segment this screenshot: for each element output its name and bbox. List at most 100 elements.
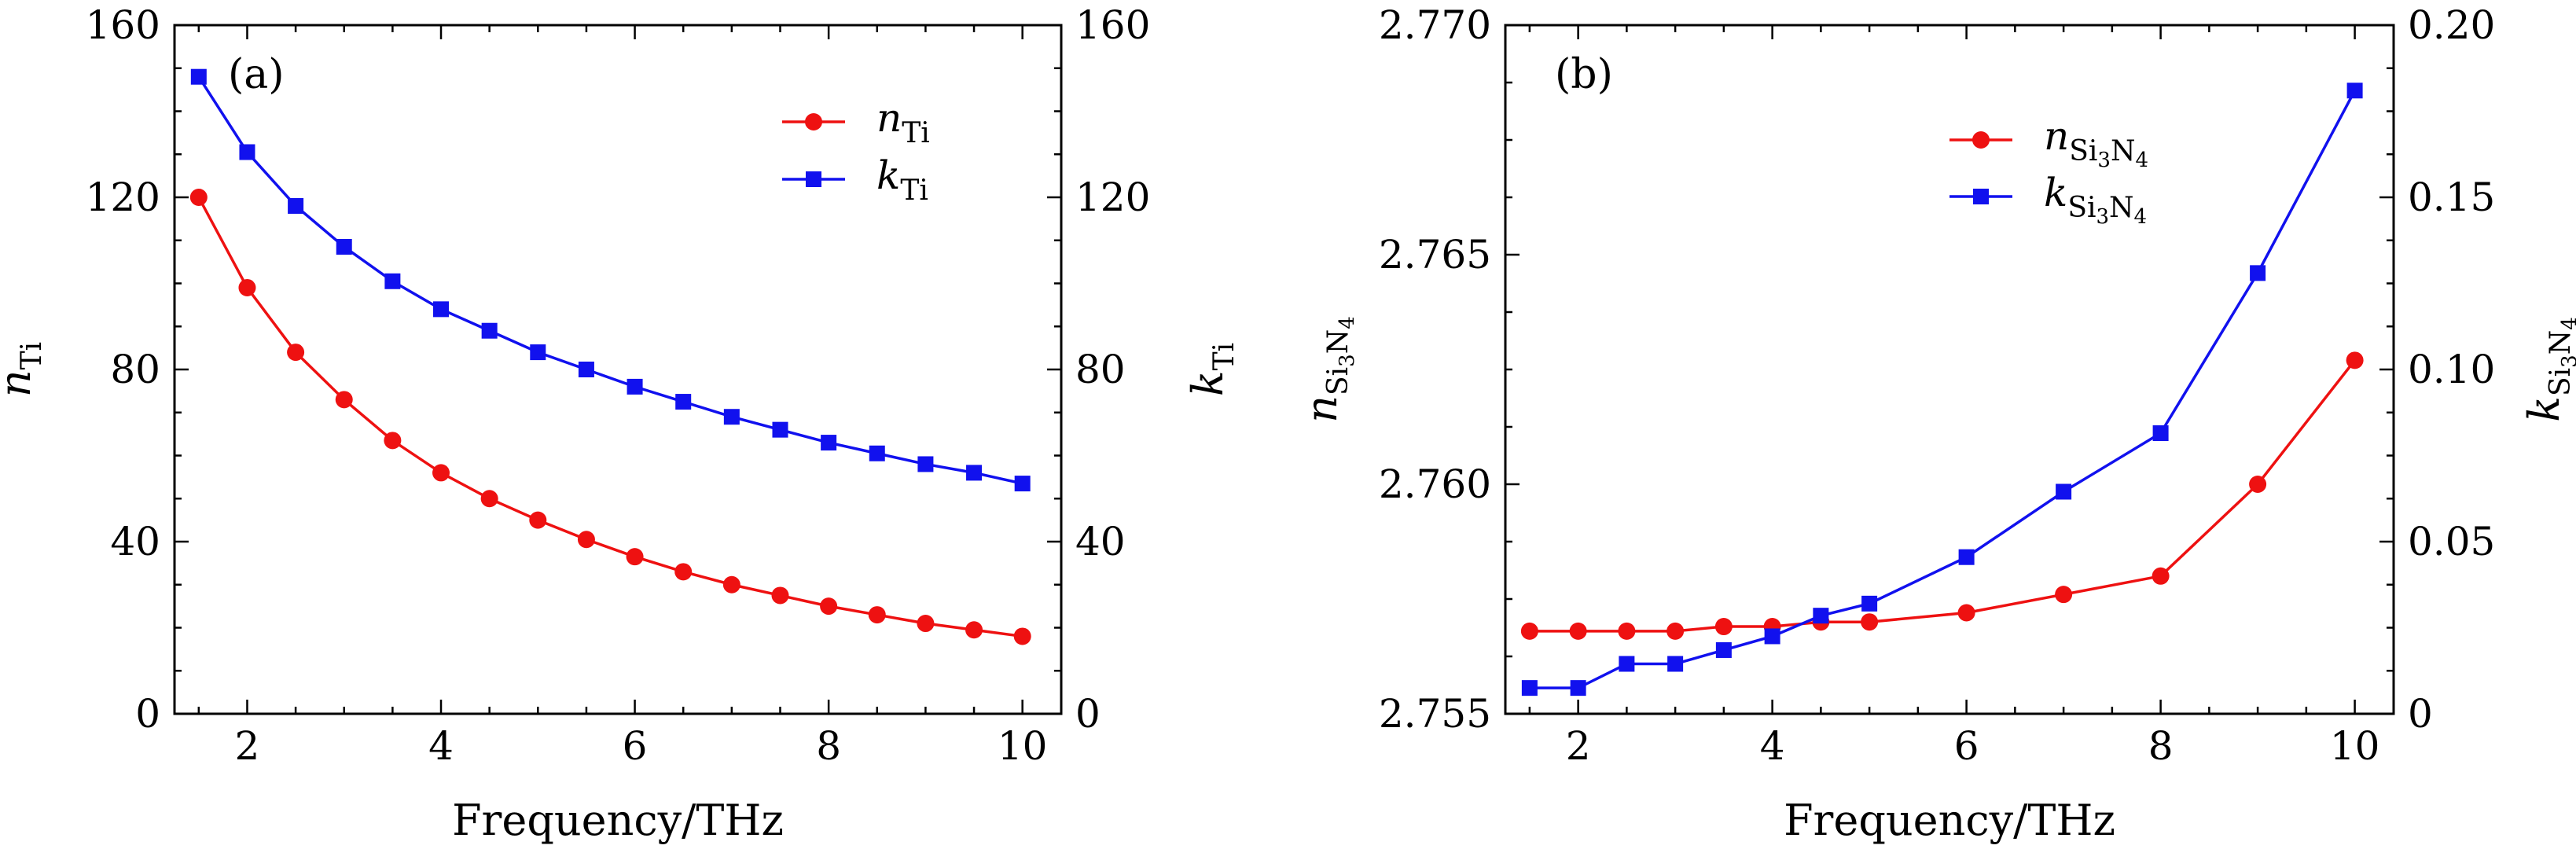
data-point-n_Ti [287, 344, 305, 362]
y-right-axis-label-subscript: Ti [1208, 343, 1240, 371]
data-point-n_Ti [917, 615, 935, 633]
x-tick-label: 10 [998, 723, 1048, 769]
y-left-axis-label: nTi [0, 342, 48, 397]
data-point-k_Ti [239, 144, 255, 160]
data-point-k_Ti [723, 409, 740, 425]
y-left-tick-label: 120 [86, 175, 160, 220]
legend-label-n_Si3N4-symbol: n [2044, 113, 2069, 159]
data-point-k_Ti [772, 421, 788, 438]
y-right-axis-label-subscript: N [2545, 330, 2576, 355]
y-left-axis-label-symbol: n [0, 369, 40, 397]
data-point-n_Ti [674, 563, 693, 581]
data-point-n_Si3N4 [2055, 586, 2073, 604]
y-right-axis-label-symbol: k [1183, 370, 1233, 396]
data-point-n_Ti [577, 531, 595, 549]
data-point-n_Ti [335, 391, 353, 409]
data-point-n_Si3N4 [1520, 622, 1538, 640]
series-line-k_Si3N4 [1529, 90, 2357, 689]
y-left-tick-label: 0 [135, 691, 160, 737]
y-right-tick-label: 0 [1075, 691, 1101, 737]
data-point-k_Ti [1014, 476, 1031, 492]
y-right-axis-label: kTi [1183, 343, 1240, 396]
y-right-axis-label-subscript: 4 [2558, 317, 2576, 330]
y-right-tick-label: 40 [1075, 519, 1126, 564]
y-right-tick-label: 0.15 [2408, 175, 2495, 220]
x-axis-label: Frequency/THz [452, 796, 784, 845]
y-right-tick-label: 0.10 [2408, 347, 2495, 392]
y-right-axis-label-subscript: 3 [2558, 355, 2576, 368]
data-point-k_Si3N4 [2250, 265, 2266, 281]
data-point-n_Ti [189, 189, 208, 206]
data-point-n_Si3N4 [1861, 613, 1879, 631]
y-left-tick-label: 160 [86, 2, 160, 48]
y-left-tick-label: 40 [110, 519, 160, 564]
y-left-tick-label: 2.755 [1379, 691, 1491, 737]
y-right-axis-label-symbol: k [2519, 396, 2569, 422]
panel-a: 2 4 6 8 10 0 40 80 120 160 0 40 80 120 160 Frequency/TH… [0, 2, 1240, 845]
data-point-k_Si3N4 [1715, 641, 1732, 658]
y-left-tick-label: 80 [110, 347, 160, 392]
legend-label-n_Ti: nTi [876, 95, 930, 149]
data-point-k_Ti [917, 456, 934, 472]
x-tick-label: 10 [2330, 723, 2380, 769]
x-tick-label: 6 [623, 723, 648, 769]
legend-label-k_Si3N4-symbol: k [2044, 170, 2067, 215]
data-point-n_Si3N4 [2346, 351, 2364, 369]
legend-label-n_Ti-subscript: Ti [902, 117, 930, 149]
data-point-n_Ti [1013, 627, 1031, 645]
data-point-k_Ti [288, 197, 304, 214]
plot-frame [1504, 24, 2395, 715]
x-tick-label: 6 [1954, 723, 1979, 769]
y-right-tick-label: 160 [1075, 2, 1150, 48]
y-left-axis-label-subscript: N [1322, 329, 1354, 355]
legend-marker-k_Ti [806, 171, 821, 187]
data-point-k_Si3N4 [1570, 680, 1586, 696]
data-point-n_Ti [965, 621, 983, 639]
data-point-n_Si3N4 [1666, 622, 1685, 640]
y-left-axis-label-subscript: 4 [1336, 316, 1359, 329]
panel-b: 2 4 6 8 10 2.755 2.760 2.765 2.770 0 0.05 0.10 0.15 0… [1297, 2, 2576, 845]
y-left-axis-label-subscript: 3 [1336, 354, 1359, 367]
data-point-n_Ti [771, 586, 789, 605]
x-tick-label: 8 [816, 723, 841, 769]
x-tick-label: 8 [2148, 723, 2174, 769]
legend-label-k_Ti: kTi [876, 153, 928, 207]
data-point-n_Si3N4 [1957, 604, 1975, 622]
legend-label-k_Si3N4-subscript: Si [2067, 192, 2096, 224]
data-point-k_Si3N4 [1521, 680, 1538, 696]
data-point-n_Si3N4 [2152, 567, 2170, 585]
data-point-n_Ti [529, 511, 547, 529]
data-point-k_Si3N4 [1958, 549, 1975, 565]
legend-label-k_Si3N4: kSi3N4 [2044, 170, 2147, 229]
legend-marker-n_Si3N4 [1972, 131, 1990, 149]
data-point-k_Ti [627, 378, 643, 395]
data-point-k_Ti [821, 435, 837, 451]
y-left-axis-label: nSi3N4 [1297, 316, 1359, 423]
data-point-k_Ti [481, 322, 498, 339]
legend-label-n_Si3N4-subscript: N [2111, 135, 2136, 167]
x-tick-label: 2 [1566, 723, 1591, 769]
data-point-n_Ti [722, 575, 740, 594]
y-right-axis-label: kSi3N4 [2519, 317, 2576, 422]
x-tick-label: 2 [235, 723, 260, 769]
data-point-k_Ti [966, 465, 983, 481]
y-left-axis-label-subscript: Si [1322, 367, 1354, 395]
data-point-k_Si3N4 [2346, 83, 2363, 99]
data-point-k_Ti [530, 344, 546, 361]
panel-label: (b) [1555, 51, 1613, 98]
data-point-k_Si3N4 [1619, 656, 1635, 672]
data-point-k_Si3N4 [2056, 483, 2072, 500]
y-left-axis-label-symbol: n [1297, 395, 1347, 423]
data-point-k_Ti [675, 394, 692, 410]
legend-marker-n_Ti [805, 113, 822, 130]
legend-label-n_Ti-symbol: n [876, 95, 902, 141]
y-right-axis-label-subscript: Si [2545, 368, 2576, 396]
panel-label: (a) [228, 51, 285, 98]
data-point-k_Si3N4 [1667, 656, 1684, 672]
data-point-n_Ti [238, 278, 256, 296]
legend-label-k_Si3N4-subscript: 3 [2096, 205, 2110, 229]
data-point-n_Ti [480, 490, 498, 508]
data-point-k_Ti [869, 445, 885, 461]
y-right-tick-label: 0.05 [2408, 519, 2495, 564]
